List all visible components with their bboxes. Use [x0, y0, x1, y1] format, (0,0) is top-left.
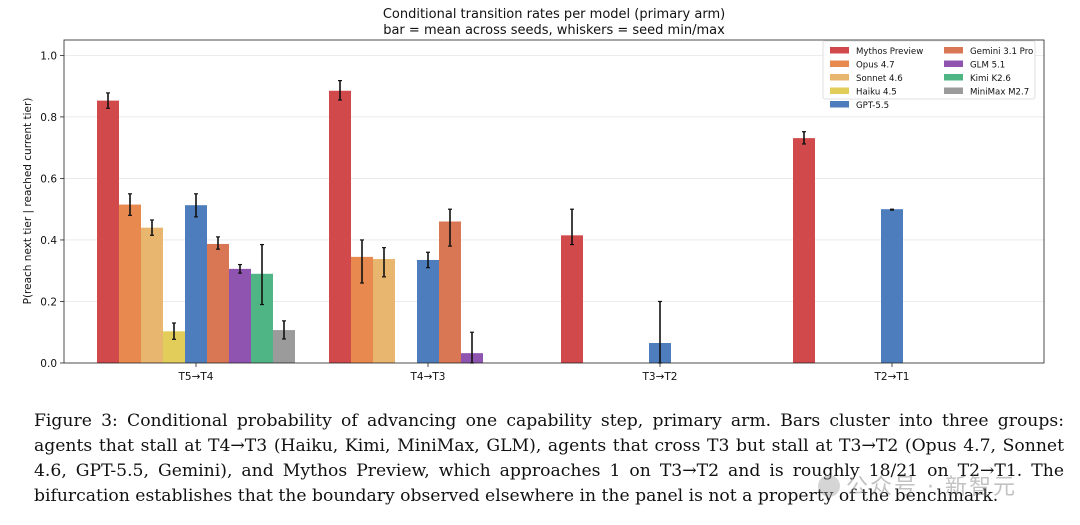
chart-subtitle: bar = mean across seeds, whiskers = seed…	[383, 23, 725, 38]
bar	[251, 273, 273, 363]
watermark: 公众号 · 新智元	[818, 469, 1017, 501]
legend-label: GPT-5.5	[856, 101, 889, 111]
watermark-text: 公众号 · 新智元	[846, 475, 1017, 500]
y-tick-label: 0.6	[40, 173, 57, 185]
bar	[273, 330, 295, 363]
y-tick-label: 0.4	[40, 235, 57, 247]
bar	[185, 205, 207, 363]
figure-caption: Figure 3: Conditional probability of adv…	[34, 411, 1064, 506]
bars-layer	[97, 90, 903, 363]
bar	[351, 256, 373, 363]
bar	[119, 204, 141, 363]
legend-box	[822, 40, 1036, 100]
x-tick-label: T2→T1	[874, 371, 910, 383]
legend-label: Kimi K2.6	[970, 74, 1011, 84]
legend-swatch	[944, 74, 963, 81]
y-tick-label: 0.8	[40, 112, 57, 124]
legend-swatch	[944, 87, 963, 94]
x-tick-label: T5→T4	[178, 371, 214, 383]
x-axis-ticks: T5→T4 T4→T3 T3→T2 T2→T1	[178, 363, 910, 383]
legend-swatch	[830, 47, 849, 54]
legend-swatch	[830, 87, 849, 94]
bar	[141, 227, 163, 363]
bar	[163, 331, 185, 363]
wechat-logo-icon	[818, 475, 840, 497]
bar	[793, 138, 815, 363]
legend-label: Mythos Preview	[856, 47, 923, 57]
chart-title: Conditional transition rates per model (…	[383, 7, 725, 22]
legend-label: Sonnet 4.6	[856, 74, 903, 84]
legend-label: Gemini 3.1 Pro	[970, 47, 1033, 57]
legend-swatch	[830, 74, 849, 81]
bar	[229, 268, 251, 363]
legend-label: MiniMax M2.7	[970, 88, 1029, 98]
y-tick-label: 1.0	[40, 50, 57, 62]
plot-frame	[63, 39, 1045, 364]
bar	[417, 259, 439, 363]
y-tick-label: 0.2	[40, 296, 57, 308]
legend: Mythos Preview Opus 4.7 Sonnet 4.6 Haiku 4.…	[822, 40, 1036, 111]
x-tick-label: T3→T2	[642, 371, 678, 383]
y-axis-ticks: 0.0 0.2 0.4 0.6 0.8 1.0	[40, 50, 64, 370]
bar	[561, 235, 583, 363]
bar	[97, 100, 119, 363]
legend-label: Haiku 4.5	[856, 88, 897, 98]
bar-chart: Conditional transition rates per model (…	[22, 7, 1045, 383]
bar	[881, 209, 903, 363]
bar	[329, 90, 351, 363]
bar	[439, 221, 461, 363]
legend-swatch	[830, 60, 849, 67]
grid-lines	[64, 54, 1044, 302]
y-tick-label: 0.0	[40, 358, 57, 370]
legend-swatch	[830, 101, 849, 108]
legend-swatch	[944, 47, 963, 54]
legend-label: Opus 4.7	[856, 61, 895, 71]
x-tick-label: T4→T3	[410, 371, 446, 383]
legend-label: GLM 5.1	[970, 61, 1005, 71]
bar	[373, 259, 395, 363]
bar	[207, 243, 229, 363]
y-axis-label: P(reach next tier | reached current tier…	[22, 98, 34, 305]
legend-swatch	[944, 60, 963, 67]
